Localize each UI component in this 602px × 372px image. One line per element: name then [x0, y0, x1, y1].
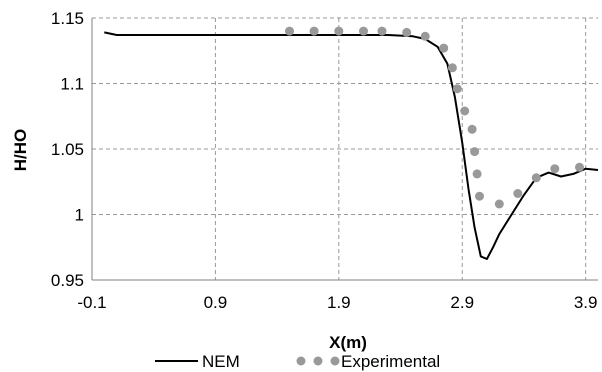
series-layer [104, 26, 599, 260]
data-point-experimental [377, 26, 387, 36]
tick-labels: 0.95 1 1.05 1.1 1.15 -0.1 0.9 1.9 2.9 3.9 [51, 9, 598, 312]
data-point-experimental [575, 162, 584, 172]
data-point-experimental [470, 147, 480, 157]
x-tick-label: -0.1 [77, 293, 106, 312]
y-tick-label: 0.95 [51, 271, 84, 290]
gridlines [92, 17, 598, 281]
data-point-experimental [447, 63, 457, 73]
axes [91, 18, 598, 281]
y-tick-label: 1 [75, 206, 84, 225]
data-point-experimental [475, 191, 484, 201]
data-point-experimental [439, 43, 449, 53]
series-line-nem [104, 31, 599, 260]
x-axis-title: X(m) [329, 333, 367, 352]
y-tick-label: 1.1 [60, 75, 84, 94]
data-point-experimental [420, 31, 430, 41]
legend: NEM Experimental [155, 352, 440, 371]
data-point-experimental [285, 26, 294, 36]
x-tick-label: 1.9 [327, 293, 351, 312]
y-axis-title: H/HO [11, 129, 30, 172]
x-tick-label: 0.9 [204, 293, 228, 312]
data-point-experimental [402, 27, 412, 37]
data-point-experimental [531, 173, 541, 183]
data-point-experimental [467, 124, 477, 134]
x-tick-label: 2.9 [450, 293, 474, 312]
legend-marker-experimental [296, 356, 306, 366]
data-point-experimental [550, 164, 560, 174]
legend-marker-experimental [313, 356, 323, 366]
data-point-experimental [472, 169, 482, 179]
data-point-experimental [460, 106, 470, 116]
legend-label-nem: NEM [202, 352, 240, 371]
data-point-experimental [513, 189, 523, 198]
x-tick-label: 3.9 [574, 293, 598, 312]
data-point-experimental [359, 26, 368, 36]
y-tick-label: 1.05 [51, 140, 84, 159]
y-tick-label: 1.15 [51, 9, 84, 28]
data-point-experimental [494, 199, 504, 209]
legend-label-experimental: Experimental [341, 352, 440, 371]
legend-marker-experimental [330, 356, 340, 366]
data-point-experimental [452, 84, 462, 94]
data-point-experimental [334, 26, 344, 36]
data-point-experimental [309, 26, 319, 36]
